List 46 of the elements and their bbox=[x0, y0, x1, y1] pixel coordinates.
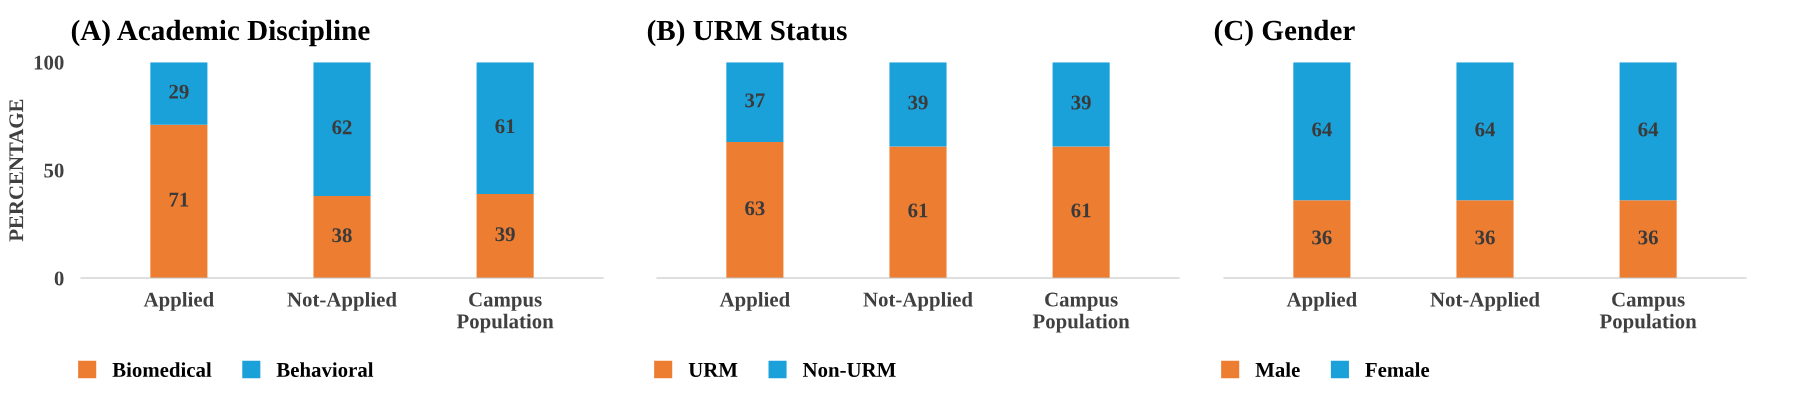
x-tick-label: Not-Applied bbox=[287, 291, 397, 311]
y-tick-label: 0 bbox=[54, 271, 64, 286]
bar bbox=[476, 62, 534, 194]
bar bbox=[150, 124, 208, 279]
bar bbox=[313, 196, 371, 279]
data-label: 36 bbox=[1475, 230, 1495, 245]
data-label: 29 bbox=[169, 84, 189, 99]
data-label: 38 bbox=[332, 228, 352, 243]
bar bbox=[476, 193, 534, 279]
chart-title: (B) URM Status bbox=[647, 19, 847, 47]
data-label: 39 bbox=[1071, 95, 1091, 110]
data-label: 64 bbox=[1475, 122, 1496, 137]
data-label: 39 bbox=[495, 227, 515, 242]
chart-title: (A) Academic Discipline bbox=[71, 19, 370, 47]
x-tick-label: Not-Applied bbox=[1430, 291, 1540, 311]
legend-label: Biomedical bbox=[112, 362, 212, 377]
data-label: 61 bbox=[908, 203, 928, 218]
x-tick-label: Campus Population bbox=[456, 292, 554, 333]
x-tick-label: Applied bbox=[143, 291, 214, 311]
data-label: 63 bbox=[745, 201, 765, 216]
x-tick-label: Campus Population bbox=[1032, 292, 1130, 333]
y-axis-title: PERCENTAGE bbox=[9, 99, 24, 242]
data-label: 64 bbox=[1638, 122, 1659, 137]
data-label: 36 bbox=[1638, 230, 1658, 245]
data-label: 61 bbox=[495, 119, 515, 134]
data-label: 61 bbox=[1071, 203, 1091, 218]
data-label: 62 bbox=[332, 120, 352, 135]
data-label: 39 bbox=[908, 95, 928, 110]
bar bbox=[313, 62, 371, 197]
y-tick-label: 100 bbox=[34, 55, 64, 70]
legend-label: Behavioral bbox=[276, 362, 374, 377]
x-tick-label: Campus Population bbox=[1599, 292, 1697, 333]
data-label: 64 bbox=[1312, 122, 1332, 137]
data-label: 37 bbox=[745, 93, 765, 108]
legend-label: Male bbox=[1255, 362, 1300, 377]
y-tick-label: 50 bbox=[44, 163, 64, 178]
chart-title: (C) Gender bbox=[1214, 19, 1355, 47]
bar bbox=[150, 62, 208, 125]
legend-label: URM bbox=[688, 363, 738, 377]
x-tick-label: Applied bbox=[719, 291, 790, 311]
x-tick-label: Not-Applied bbox=[863, 291, 973, 311]
data-label: 36 bbox=[1312, 230, 1332, 245]
x-tick-label: Applied bbox=[1286, 291, 1357, 311]
data-label: 71 bbox=[169, 192, 189, 207]
legend-label: Non-URM bbox=[802, 363, 896, 377]
legend-label: Female bbox=[1365, 362, 1430, 377]
